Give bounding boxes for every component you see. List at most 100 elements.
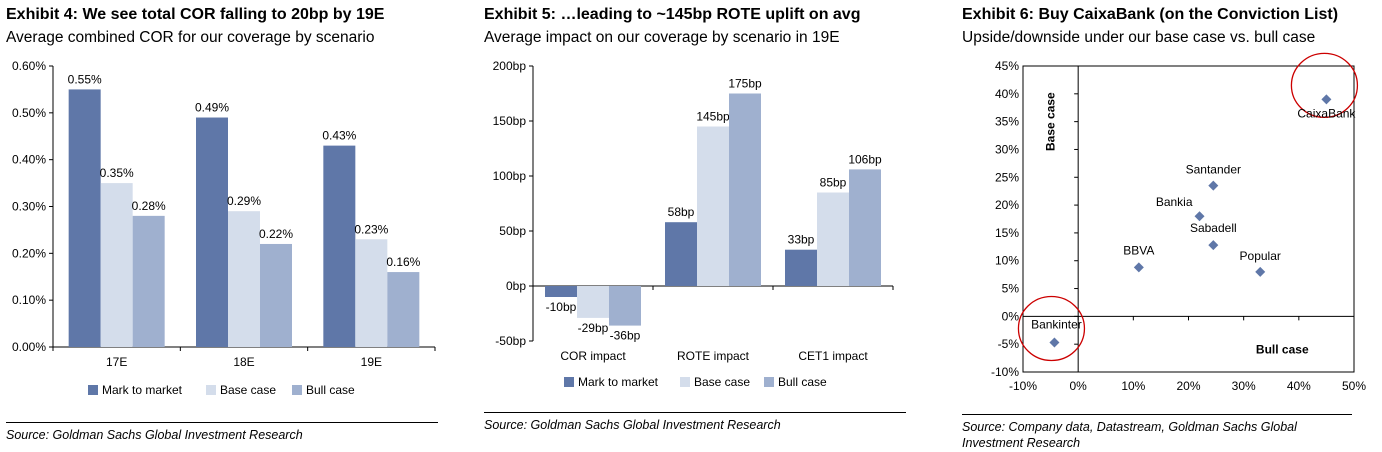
- ex5-y-tick-label: 50bp: [499, 224, 526, 238]
- ex4-data-label: 0.43%: [322, 129, 356, 143]
- ex5-y-tick-label: 200bp: [493, 59, 527, 73]
- ex6-y-tick-label: 5%: [1002, 282, 1020, 296]
- ex4-data-label: 0.35%: [100, 166, 134, 180]
- ex6-point-label: Santander: [1186, 163, 1241, 177]
- ex5-bar: [817, 192, 849, 286]
- ex6-y-tick-label: 40%: [995, 87, 1019, 101]
- exhibit-6-title: Exhibit 6: Buy CaixaBank (on the Convict…: [962, 6, 1339, 23]
- ex5-data-label: -10bp: [546, 300, 577, 314]
- ex5-y-tick-label: 100bp: [493, 169, 527, 183]
- ex5-legend-label: Bull case: [778, 375, 827, 389]
- ex4-y-tick-label: 0.10%: [12, 293, 46, 307]
- ex5-category-label: ROTE impact: [677, 349, 750, 363]
- ex5-data-label: -36bp: [610, 329, 641, 343]
- ex6-point-label: BBVA: [1123, 243, 1154, 257]
- ex5-bar: [577, 286, 609, 318]
- ex6-x-tick-label: -10%: [1009, 379, 1037, 393]
- ex5-bar: [849, 169, 881, 286]
- ex6-x-tick-label: 0%: [1069, 379, 1087, 393]
- ex6-point-label: Sabadell: [1190, 221, 1237, 235]
- ex4-data-label: 0.16%: [386, 255, 420, 269]
- ex5-data-label: -29bp: [578, 321, 609, 335]
- ex5-data-label: 33bp: [788, 233, 815, 247]
- ex6-point-label: Bankinter: [1031, 318, 1082, 332]
- ex4-bar: [100, 183, 133, 347]
- ex5-legend-swatch: [564, 377, 574, 387]
- ex6-y-axis-title: Base case: [1044, 92, 1058, 151]
- exhibit-4-title: Exhibit 4: We see total COR falling to 2…: [6, 6, 385, 23]
- exhibit-6-source: Source: Company data, Datastream, Goldma…: [962, 414, 1352, 451]
- ex6-y-tick-label: -5%: [998, 337, 1020, 351]
- ex5-y-tick-label: -50bp: [495, 334, 526, 348]
- ex5-bar: [785, 249, 817, 286]
- ex5-y-tick-label: 150bp: [493, 114, 527, 128]
- ex4-data-label: 0.22%: [259, 227, 293, 241]
- ex4-y-tick-label: 0.20%: [12, 246, 46, 260]
- ex4-bar: [132, 215, 165, 347]
- ex5-data-label: 58bp: [668, 205, 695, 219]
- ex6-y-tick-label: 35%: [995, 115, 1019, 129]
- ex5-legend-label: Mark to market: [578, 375, 659, 389]
- ex4-data-label: 0.23%: [354, 222, 388, 236]
- ex5-category-label: COR impact: [560, 349, 626, 363]
- ex4-bar: [260, 243, 292, 347]
- ex5-data-label: 85bp: [820, 176, 847, 190]
- exhibit-4-bar-chart: 0.00% 0.10% 0.20% 0.30% 0.40% 0.50% 0.60% 17E 0.…: [12, 59, 436, 397]
- ex4-legend-swatch: [292, 385, 302, 395]
- exhibit-6-scatter-chart: -10% -5% 0% 5% 10% 15% 20% 25% 30% 35% 40% 45% -10% 0…: [991, 52, 1366, 393]
- ex4-data-label: 0.55%: [68, 72, 102, 86]
- exhibit-6-subtitle: Upside/downside under our base case vs. …: [962, 29, 1316, 46]
- ex6-point: [1208, 240, 1219, 251]
- ex6-y-tick-label: 45%: [995, 59, 1019, 73]
- ex4-bar: [68, 89, 101, 347]
- ex5-bar: [697, 126, 729, 286]
- ex6-point-label: Bankia: [1156, 195, 1193, 209]
- ex6-y-tick-label: 25%: [995, 170, 1019, 184]
- ex4-y-tick-label: 0.00%: [12, 340, 46, 354]
- ex5-legend-swatch: [764, 377, 774, 387]
- ex6-highlight-circle: [1290, 52, 1359, 119]
- ex4-legend-swatch: [206, 385, 216, 395]
- ex6-point: [1255, 266, 1266, 277]
- ex4-data-label: 0.28%: [132, 199, 166, 213]
- ex6-point: [1194, 211, 1205, 222]
- ex6-x-tick-label: 40%: [1287, 379, 1311, 393]
- ex5-bar: [545, 286, 577, 297]
- ex4-y-tick-label: 0.50%: [12, 106, 46, 120]
- ex4-category-label: 18E: [233, 355, 254, 369]
- ex5-data-label: 106bp: [848, 152, 882, 166]
- ex4-legend-label: Mark to market: [102, 383, 183, 397]
- ex6-point: [1133, 262, 1144, 273]
- ex6-highlight-circle: [1017, 295, 1086, 362]
- exhibit-4-panel: Exhibit 4: We see total COR falling to 2…: [0, 0, 450, 452]
- ex4-category-label: 17E: [106, 355, 127, 369]
- ex6-y-tick-label: 0%: [1002, 309, 1020, 323]
- ex4-bar: [228, 211, 260, 347]
- ex4-bar: [387, 272, 420, 347]
- ex6-x-tick-label: 50%: [1342, 379, 1366, 393]
- ex6-y-tick-label: -10%: [991, 365, 1019, 379]
- ex4-bar: [196, 117, 228, 348]
- ex6-plot-area: [1022, 65, 1355, 373]
- ex6-x-tick-label: 20%: [1176, 379, 1200, 393]
- ex6-x-tick-label: 30%: [1232, 379, 1256, 393]
- ex4-data-label: 0.49%: [195, 101, 229, 115]
- ex5-bar: [665, 222, 697, 286]
- exhibit-4-subtitle: Average combined COR for our coverage by…: [6, 29, 375, 46]
- ex4-category-label: 19E: [361, 355, 382, 369]
- ex5-bar: [729, 93, 761, 286]
- exhibit-5-title: Exhibit 5: …leading to ~145bp ROTE uplif…: [484, 6, 861, 23]
- ex6-point: [1208, 180, 1219, 191]
- ex6-y-tick-label: 15%: [995, 226, 1019, 240]
- ex6-point: [1049, 337, 1060, 348]
- ex4-bar: [355, 239, 388, 347]
- exhibit-4-source: Source: Goldman Sachs Global Investment …: [6, 422, 438, 443]
- ex5-data-label: 145bp: [696, 110, 730, 124]
- ex6-y-tick-label: 30%: [995, 142, 1019, 156]
- ex5-bar: [609, 286, 641, 326]
- ex6-y-tick-label: 10%: [995, 254, 1019, 268]
- ex4-legend-swatch: [88, 385, 98, 395]
- ex4-bar: [323, 145, 356, 347]
- ex5-y-tick-label: 0bp: [506, 279, 526, 293]
- exhibit-5-bar-chart: -50bp 0bp 50bp 100bp 150bp 200bp COR impact -10…: [493, 59, 894, 389]
